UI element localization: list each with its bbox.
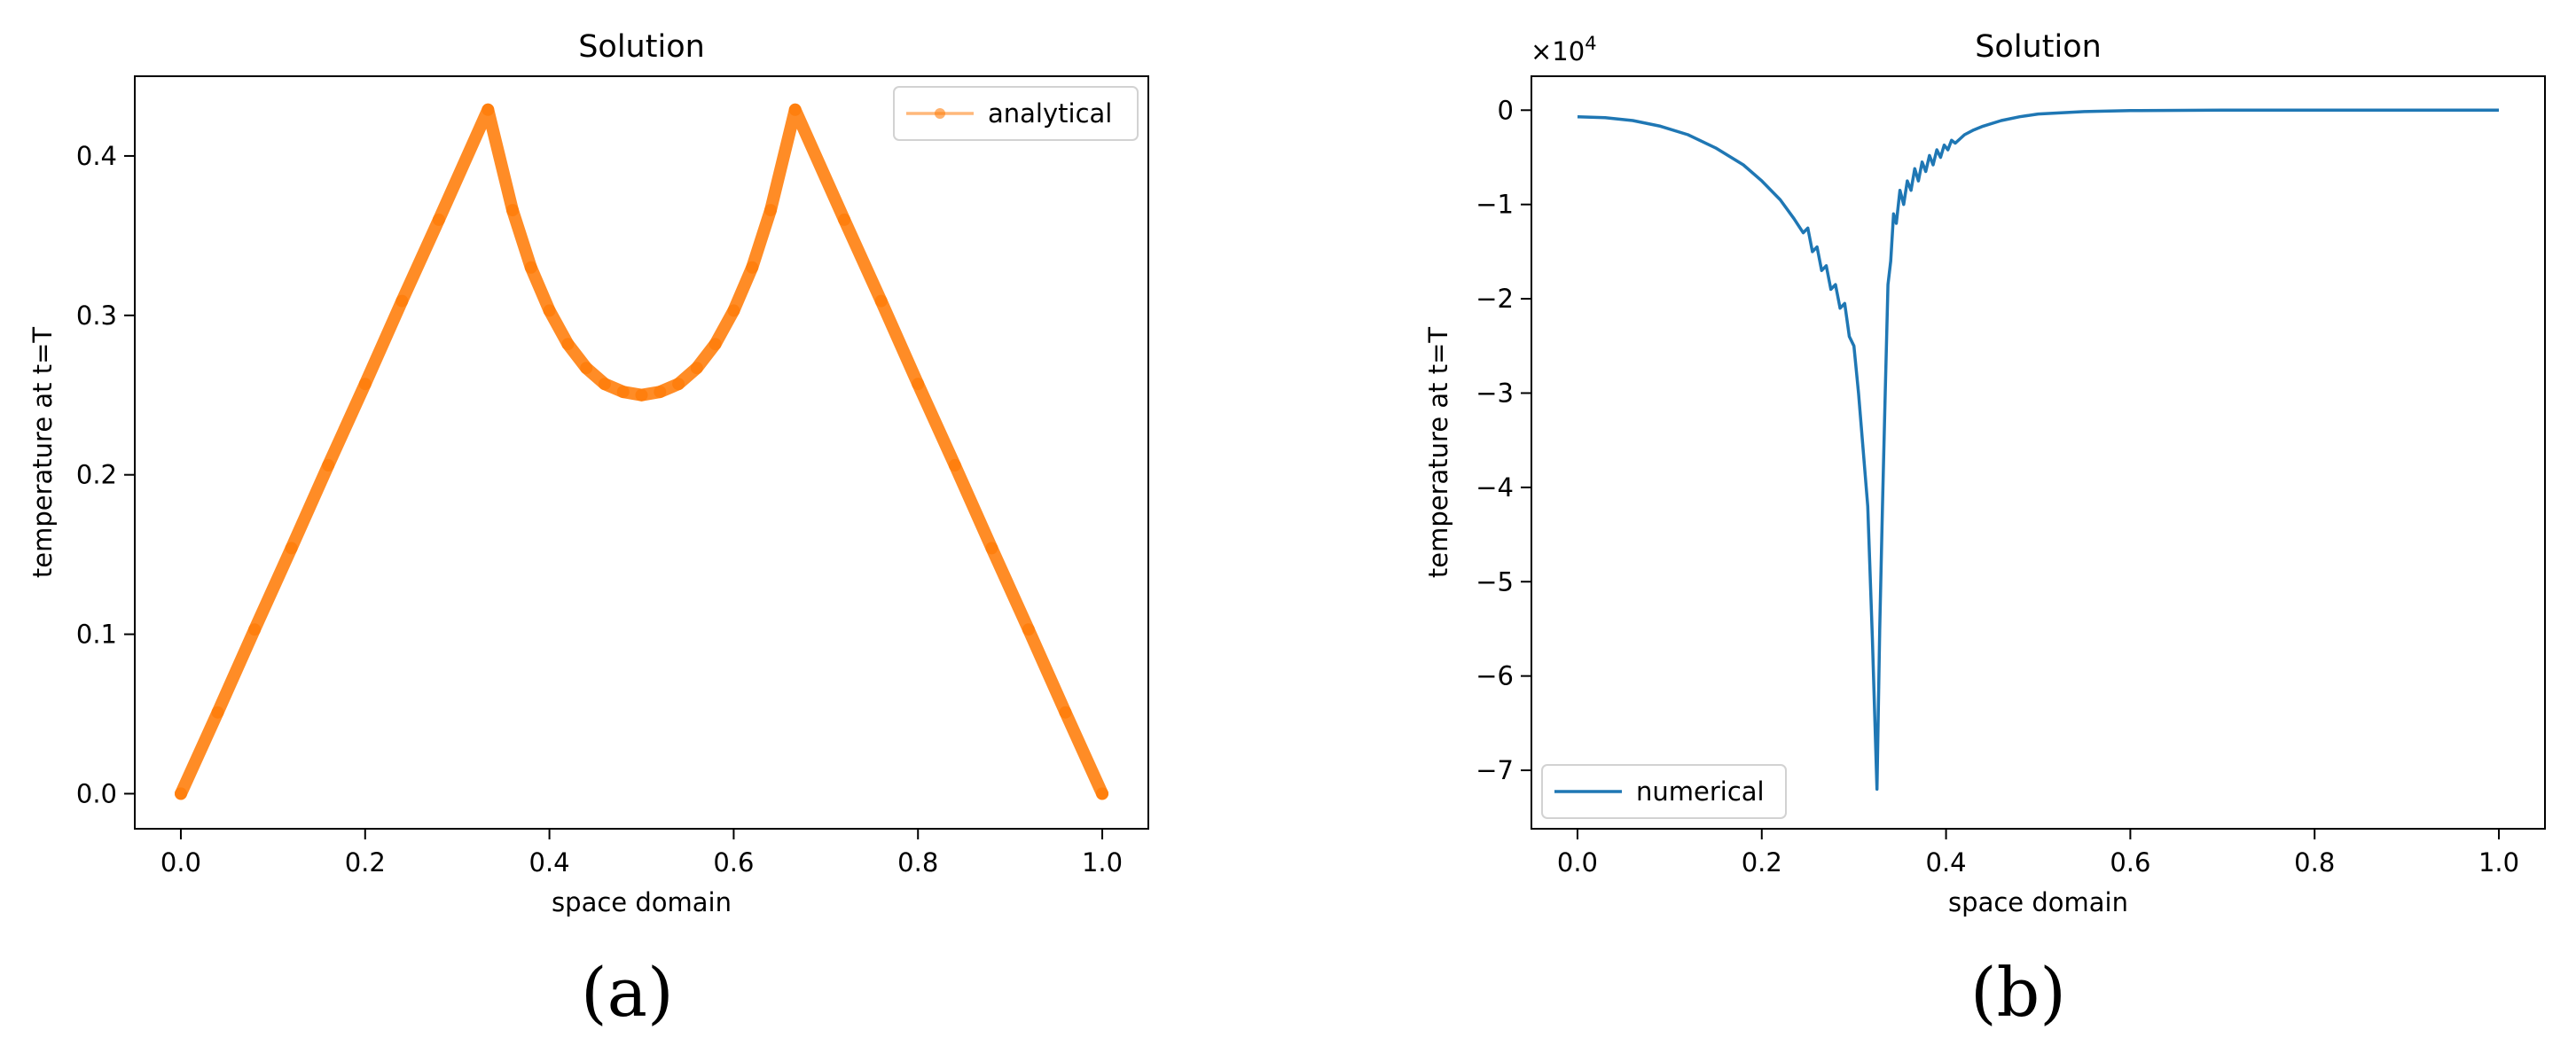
y-tick-label: 0.3: [76, 300, 117, 331]
data-point: [709, 338, 722, 351]
legend: numerical: [1541, 764, 1787, 819]
data-point: [432, 213, 445, 226]
legend-label: analytical: [988, 98, 1112, 129]
y-tick-label: −6: [1476, 661, 1514, 691]
legend-swatch-marker: [935, 108, 945, 119]
x-tick-label: 0.0: [161, 847, 201, 878]
data-point: [788, 103, 802, 116]
legend-label: numerical: [1636, 776, 1765, 807]
x-tick-label: 0.6: [2110, 847, 2150, 878]
data-point: [985, 542, 998, 555]
legend-box: [1541, 764, 1787, 819]
data-point: [635, 388, 648, 402]
x-tick-label: 0.6: [713, 847, 754, 878]
data-point: [322, 458, 335, 472]
x-tick-label: 0.4: [529, 847, 570, 878]
x-tick-label: 0.8: [2294, 847, 2335, 878]
chart-b: 0.0 0.2 0.4 0.6 0.8 1.0 0 −1 −2 −3 −4 −5 −6 −7 Solutio…: [1423, 29, 2546, 917]
legend-box: [893, 86, 1139, 141]
data-point: [1096, 787, 1108, 800]
data-point: [654, 386, 667, 399]
x-tick-label: 1.0: [2478, 847, 2519, 878]
data-point: [912, 378, 925, 391]
data-point: [746, 261, 759, 274]
data-point: [395, 294, 409, 308]
x-tick-label: 0.2: [345, 847, 386, 878]
data-point: [175, 787, 187, 800]
data-point: [211, 706, 224, 719]
data-point: [764, 204, 777, 217]
x-axis-label: space domain: [1948, 887, 2128, 917]
data-point: [580, 362, 593, 375]
x-tick-label: 0.0: [1557, 847, 1598, 878]
data-point: [874, 294, 888, 308]
data-point: [1059, 706, 1072, 719]
x-tick-label: 0.2: [1742, 847, 1782, 878]
y-tick-label: 0.0: [76, 778, 117, 808]
data-point: [482, 103, 495, 116]
y-scale-exponent: 4: [1585, 33, 1596, 54]
data-point: [838, 213, 851, 226]
x-axis-label: space domain: [552, 887, 732, 917]
y-tick-label: 0.2: [76, 460, 117, 490]
y-tick-label: −2: [1476, 284, 1514, 314]
series-line-analytical: [175, 103, 1108, 800]
y-tick-label: 0: [1498, 95, 1514, 125]
data-point: [616, 386, 630, 399]
data-point: [672, 378, 685, 391]
chart-title: Solution: [1975, 29, 2102, 65]
chart-title: Solution: [578, 29, 705, 65]
data-point: [248, 623, 262, 636]
data-point: [285, 542, 298, 555]
data-point: [524, 261, 537, 274]
panel-label-b: (b): [1970, 953, 2066, 1032]
y-axis-label: temperature at t=T: [27, 327, 58, 579]
data-point: [948, 458, 961, 472]
axes-frame: [134, 75, 1149, 830]
y-tick-label: −1: [1476, 190, 1514, 220]
data-point: [358, 378, 372, 391]
y-tick-label: −3: [1476, 378, 1514, 408]
axes-frame: [1531, 75, 2546, 830]
y-tick-label: −7: [1476, 755, 1514, 785]
y-tick-label: 0.1: [76, 620, 117, 650]
data-point: [727, 304, 740, 317]
legend: analytical: [893, 86, 1139, 141]
y-scale-offset-label: ×104: [1531, 33, 1597, 66]
y-tick-label: −4: [1476, 472, 1514, 503]
data-point: [543, 304, 556, 317]
data-point: [561, 338, 575, 351]
data-point: [598, 378, 611, 391]
y-axis-label: temperature at t=T: [1423, 327, 1453, 579]
x-tick-label: 0.4: [1926, 847, 1967, 878]
data-point: [1022, 623, 1035, 636]
data-point: [506, 204, 519, 217]
data-point: [690, 362, 703, 375]
series-line-numerical: [1577, 108, 2499, 792]
x-tick-label: 1.0: [1082, 847, 1123, 878]
y-tick-label: 0.4: [76, 141, 117, 171]
x-tick-label: 0.8: [897, 847, 938, 878]
panel-label-a: (a): [581, 953, 674, 1032]
y-tick-label: −5: [1476, 566, 1514, 597]
chart-a: 0.0 0.2 0.4 0.6 0.8 1.0 0.0 0.1 0.2 0.3 0.4 Solutio…: [27, 29, 1149, 917]
